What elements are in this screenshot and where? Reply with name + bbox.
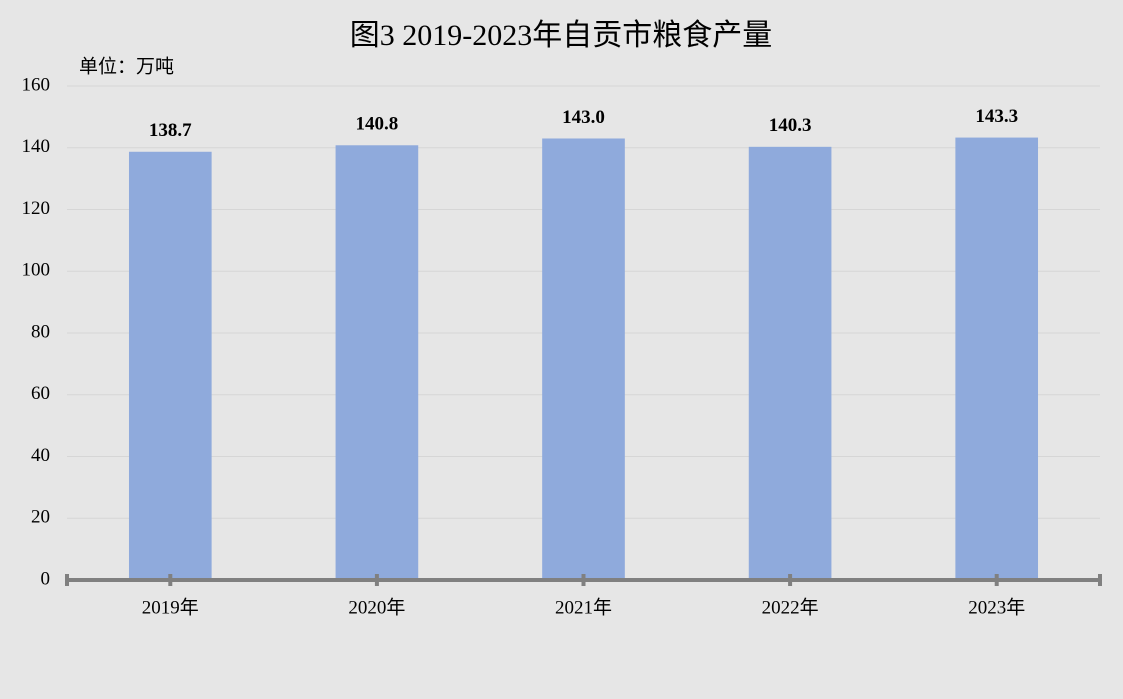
- y-tick-label: 40: [31, 445, 50, 466]
- x-tick-label: 2019年: [142, 596, 199, 618]
- x-tick-label: 2022年: [762, 596, 819, 618]
- data-label: 143.3: [975, 106, 1018, 127]
- y-tick-label: 0: [41, 568, 51, 589]
- bar: [748, 146, 832, 581]
- bar: [335, 145, 419, 580]
- x-tick-label: 2021年: [555, 596, 612, 618]
- data-label: 140.3: [769, 115, 812, 136]
- bar: [955, 137, 1039, 580]
- chart-title: 图3 2019-2023年自贡市粮食产量: [350, 19, 773, 52]
- data-label: 138.7: [149, 120, 192, 141]
- y-tick-label: 80: [31, 321, 50, 342]
- bar: [128, 151, 212, 581]
- y-tick-label: 160: [22, 74, 51, 95]
- bar: [542, 138, 625, 581]
- y-axis-label: 单位：万吨: [79, 56, 174, 78]
- y-tick-label: 140: [22, 136, 51, 157]
- y-tick-label: 100: [22, 260, 51, 281]
- y-tick-label: 20: [31, 507, 50, 528]
- y-tick-label: 120: [22, 198, 51, 219]
- data-label: 143.0: [562, 107, 605, 128]
- y-tick-label: 60: [31, 383, 50, 404]
- x-tick-label: 2023年: [968, 596, 1025, 618]
- data-label: 140.8: [356, 114, 399, 135]
- x-tick-label: 2020年: [348, 596, 405, 618]
